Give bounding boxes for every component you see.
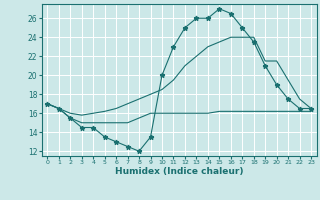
X-axis label: Humidex (Indice chaleur): Humidex (Indice chaleur) bbox=[115, 167, 244, 176]
